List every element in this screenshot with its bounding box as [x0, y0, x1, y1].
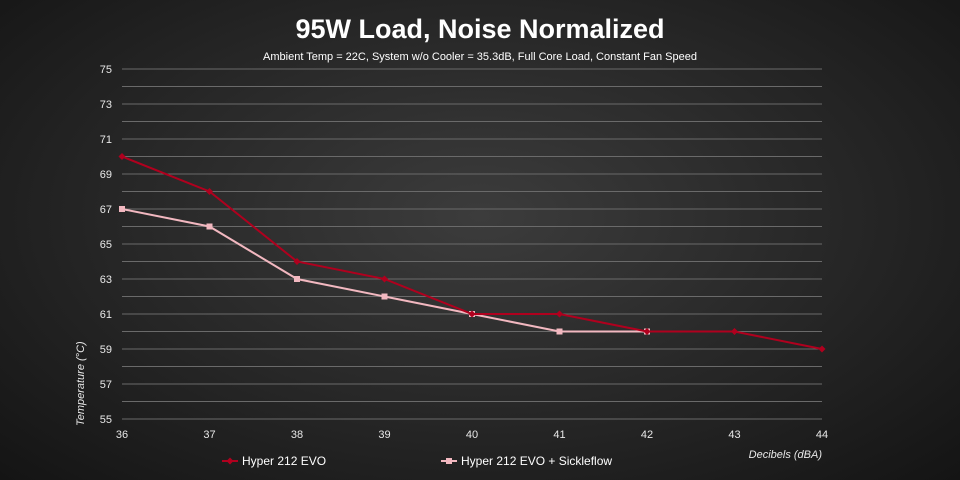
legend-marker	[446, 458, 452, 464]
data-point	[643, 328, 651, 335]
x-axis-title: Decibels (dBA)	[749, 449, 823, 461]
data-point	[556, 310, 563, 318]
y-tick-labels: 55 57 59 61 63 65 67 69 71 73 75	[100, 64, 112, 426]
data-point	[818, 345, 826, 353]
y-axis-title: Temperature (°C)	[75, 341, 87, 426]
data-point	[293, 258, 301, 265]
y-tick-label: 67	[100, 204, 112, 216]
legend-marker	[226, 457, 234, 465]
chart-subtitle: Ambient Temp = 22C, System w/o Cooler = …	[263, 51, 697, 63]
y-tick-label: 75	[100, 64, 112, 76]
x-tick-label: 40	[466, 429, 478, 441]
legend-label: Hyper 212 EVO + Sickleflow	[461, 454, 612, 468]
y-tick-label: 61	[100, 309, 112, 321]
data-point	[294, 276, 300, 282]
x-tick-label: 43	[728, 429, 740, 441]
data-point	[119, 206, 125, 212]
legend: Hyper 212 EVO Hyper 212 EVO + Sickleflow	[222, 454, 612, 468]
x-tick-labels: 36 37 38 39 40 41 42 43 44	[116, 429, 828, 441]
data-point	[206, 188, 213, 195]
data-point	[206, 223, 213, 230]
data-point	[381, 293, 388, 300]
data-point	[381, 275, 388, 283]
data-point	[118, 153, 126, 160]
x-tick-label: 38	[291, 429, 303, 441]
series-line-1	[121, 155, 823, 350]
y-tick-label: 65	[100, 239, 112, 251]
data-point	[731, 328, 738, 335]
y-tick-label: 69	[100, 169, 112, 181]
y-tick-label: 73	[100, 99, 112, 111]
x-tick-label: 37	[203, 429, 215, 441]
series-line-2	[121, 208, 647, 333]
x-tick-label: 44	[816, 429, 828, 441]
y-tick-label: 59	[100, 344, 112, 356]
chart-title: 95W Load, Noise Normalized	[295, 14, 665, 44]
y-tick-label: 63	[100, 274, 112, 286]
data-point	[468, 310, 476, 318]
legend-label: Hyper 212 EVO	[242, 454, 326, 468]
x-tick-label: 39	[378, 429, 390, 441]
legend-item: Hyper 212 EVO + Sickleflow	[441, 454, 612, 468]
data-point	[556, 328, 563, 335]
y-tick-label: 55	[100, 414, 112, 426]
x-tick-label: 42	[641, 429, 653, 441]
gridlines	[122, 68, 822, 420]
y-tick-label: 57	[100, 379, 112, 391]
series-layer	[118, 153, 826, 353]
x-tick-label: 36	[116, 429, 128, 441]
legend-item: Hyper 212 EVO	[222, 454, 326, 468]
y-tick-label: 71	[100, 134, 112, 146]
x-tick-label: 41	[553, 429, 565, 441]
